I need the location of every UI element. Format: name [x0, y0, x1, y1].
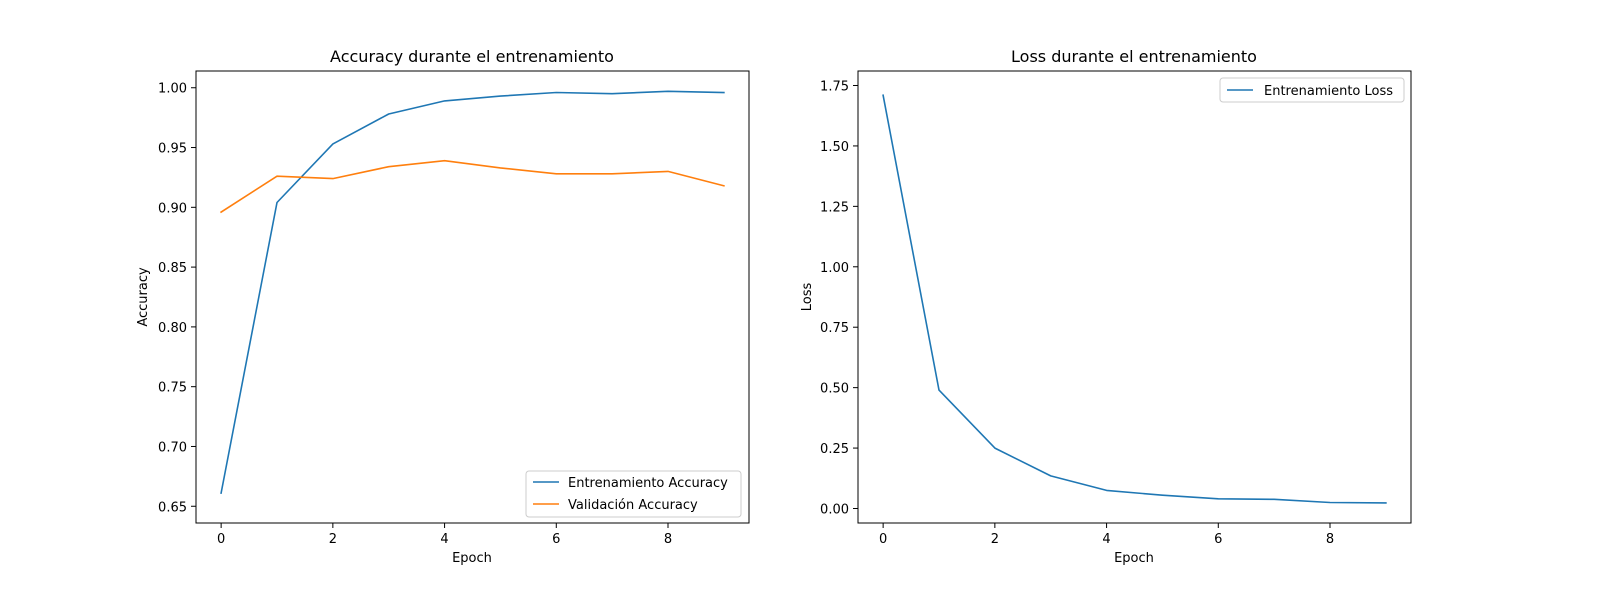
x-tick-label: 2	[329, 532, 337, 547]
series-group	[219, 90, 725, 495]
plot-frame	[857, 70, 1412, 524]
accuracy-chart: Accuracy durante el entrenamiento 0 2 4 6 80…	[136, 47, 750, 566]
tick-group: 0 2 4 6 8 0.65 0.70 0.75 0.80 0.85 0.90 0.95 1.00	[158, 82, 672, 547]
y-tick-label: 0.70	[158, 440, 187, 455]
x-axis-label: Epoch	[452, 551, 492, 566]
y-axis-label: Loss	[800, 283, 815, 312]
series-group	[882, 94, 1387, 504]
legend-label-entrenamiento-loss: Entrenamiento Loss	[1264, 84, 1393, 99]
x-tick-label: 4	[1102, 532, 1110, 547]
y-tick-label: 0.50	[820, 382, 849, 397]
y-tick-label: 0.95	[158, 142, 187, 157]
y-tick-label: 0.75	[820, 321, 849, 336]
tick-group: 0 2 4 6 8 0.00 0.25 0.50 0.75 1.00 1.25 1.50 1.75	[820, 80, 1334, 547]
legend-label-entrenamiento-accuracy: Entrenamiento Accuracy	[568, 476, 728, 491]
x-axis-label: Epoch	[1114, 551, 1154, 566]
y-tick-label: 0.00	[820, 502, 849, 517]
x-tick-label: 8	[1326, 532, 1334, 547]
y-tick-label: 1.50	[820, 140, 849, 155]
y-tick-label: 1.75	[820, 80, 849, 95]
chart-title: Accuracy durante el entrenamiento	[330, 47, 614, 66]
series-line-validacion-accuracy	[219, 159, 725, 214]
legend: Entrenamiento Loss	[1219, 77, 1405, 103]
y-tick-label: 0.25	[820, 442, 849, 457]
x-tick-label: 0	[217, 532, 225, 547]
loss-chart: Loss durante el entrenamiento 0 2 4 6 80.000…	[800, 47, 1412, 566]
y-axis-label: Accuracy	[136, 267, 151, 327]
y-tick-label: 0.90	[158, 201, 187, 216]
x-tick-label: 6	[552, 532, 560, 547]
x-tick-label: 8	[664, 532, 672, 547]
legend-box	[1219, 77, 1405, 103]
series-line-entrenamiento-accuracy	[220, 90, 725, 495]
x-tick-label: 6	[1214, 532, 1222, 547]
y-tick-label: 0.75	[158, 381, 187, 396]
chart-title: Loss durante el entrenamiento	[1011, 47, 1257, 66]
y-tick-label: 1.00	[158, 82, 187, 97]
x-tick-label: 4	[440, 532, 448, 547]
legend-label-validacion-accuracy: Validación Accuracy	[568, 498, 698, 513]
y-tick-label: 0.85	[158, 261, 187, 276]
series-line-entrenamiento-loss	[882, 94, 1387, 504]
x-tick-label: 2	[991, 532, 999, 547]
y-tick-label: 0.80	[158, 321, 187, 336]
legend: Entrenamiento Accuracy Validación Accura…	[525, 470, 742, 518]
plot-frame	[195, 70, 750, 524]
legend-box	[525, 470, 742, 518]
y-tick-label: 1.25	[820, 200, 849, 215]
y-tick-label: 0.65	[158, 500, 187, 515]
x-tick-label: 0	[879, 532, 887, 547]
y-tick-label: 1.00	[820, 261, 849, 276]
